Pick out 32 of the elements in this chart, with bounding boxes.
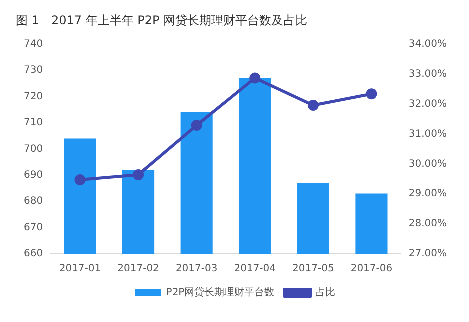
y2-tick-label: 30.00%: [408, 158, 448, 170]
point: [74, 174, 86, 186]
point: [133, 169, 144, 180]
y2-tick-label: 29.00%: [408, 188, 448, 200]
legend-label: P2P网贷长期理财平台数: [166, 286, 275, 299]
y2-tick-label: 31.00%: [408, 128, 448, 140]
point: [308, 100, 319, 111]
legend-label: 占比: [316, 286, 336, 299]
y2-tick-label: 28.00%: [408, 218, 448, 230]
y-tick-label: 670: [24, 222, 44, 234]
y-tick-label: 730: [24, 65, 44, 76]
y2-tick-label: 27.00%: [408, 248, 448, 260]
point: [366, 88, 378, 100]
y-tick-label: 700: [24, 144, 44, 155]
x-tick-label: 2017-06: [350, 264, 393, 275]
y-tick-label: 740: [24, 38, 44, 50]
x-tick-label: 2017-04: [234, 264, 276, 275]
point: [250, 72, 261, 84]
y-tick-label: 690: [24, 170, 44, 181]
y2-tick-label: 32.00%: [408, 98, 448, 110]
x-tick-label: 2017-03: [176, 264, 218, 275]
y2-tick-label: 33.00%: [408, 68, 448, 80]
x-tick-label: 2017-02: [118, 264, 160, 275]
y-tick-label: 720: [24, 91, 44, 102]
x-tick-label: 2017-05: [292, 264, 334, 275]
y-tick-label: 660: [24, 248, 44, 260]
y-tick-label: 680: [24, 196, 44, 208]
y2-tick-label: 34.00%: [408, 38, 448, 50]
x-tick-label: 2017-01: [59, 264, 102, 275]
chart-title: 图 1 2017 年上半年 P2P 网贷长期理财平台数及占比: [16, 13, 308, 28]
point: [191, 120, 202, 132]
y-tick-label: 710: [24, 118, 44, 129]
